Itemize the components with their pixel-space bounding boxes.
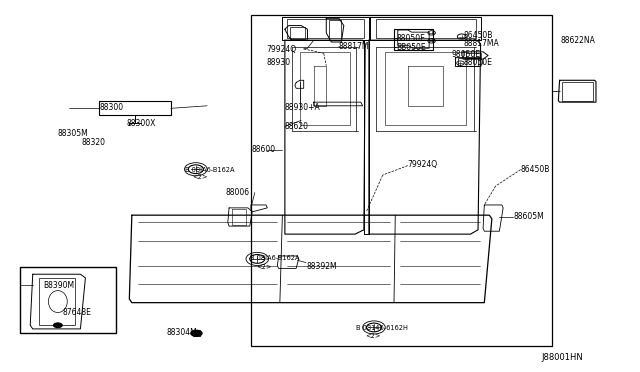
Text: B8390M: B8390M <box>43 280 74 290</box>
Text: 87648E: 87648E <box>63 308 92 317</box>
Text: 88600: 88600 <box>251 145 275 154</box>
Bar <box>39 278 76 325</box>
Text: B 08146-6162H: B 08146-6162H <box>356 325 408 331</box>
Text: <2>: <2> <box>192 174 207 180</box>
Text: 88320: 88320 <box>82 138 106 147</box>
Text: 79924Q: 79924Q <box>267 45 297 54</box>
Text: <2>: <2> <box>256 264 271 270</box>
Text: 98050E: 98050E <box>452 50 481 59</box>
Circle shape <box>190 330 203 337</box>
Text: 88817M: 88817M <box>339 42 369 51</box>
Text: 88050E: 88050E <box>397 34 426 43</box>
Bar <box>287 19 364 38</box>
Bar <box>562 82 593 101</box>
Bar <box>376 19 476 38</box>
Bar <box>300 52 350 125</box>
Text: BB050E: BB050E <box>397 43 426 52</box>
Text: 88006: 88006 <box>226 188 250 197</box>
Text: 88392M: 88392M <box>306 262 337 272</box>
Bar <box>251 15 552 346</box>
Bar <box>20 267 116 333</box>
Text: 88930: 88930 <box>267 58 291 67</box>
Text: J88001HN: J88001HN <box>541 353 584 362</box>
Bar <box>290 28 305 39</box>
Bar <box>385 52 465 125</box>
Text: 88930+A: 88930+A <box>285 103 321 112</box>
Text: 88050E: 88050E <box>463 58 492 67</box>
Text: 88304M: 88304M <box>167 328 198 337</box>
Text: 88622NA: 88622NA <box>560 36 595 45</box>
Text: 79924Q: 79924Q <box>408 160 438 169</box>
Text: 88817MA: 88817MA <box>463 39 499 48</box>
Bar <box>458 58 478 66</box>
Text: B 08IA6-B162A: B 08IA6-B162A <box>184 167 234 173</box>
Bar <box>394 29 433 49</box>
Text: 86450B: 86450B <box>521 165 550 174</box>
Circle shape <box>53 323 63 328</box>
Text: <2>: <2> <box>365 333 381 339</box>
Text: B 08IA6-B162A: B 08IA6-B162A <box>250 255 300 261</box>
Text: 88620: 88620 <box>285 122 309 131</box>
Text: 88300X: 88300X <box>127 119 156 128</box>
Bar <box>329 20 341 40</box>
Text: 88305M: 88305M <box>58 129 88 138</box>
Text: 86450B: 86450B <box>463 31 492 40</box>
Bar <box>99 102 171 115</box>
Text: 88300: 88300 <box>99 103 124 112</box>
Text: 88605M: 88605M <box>513 212 544 221</box>
